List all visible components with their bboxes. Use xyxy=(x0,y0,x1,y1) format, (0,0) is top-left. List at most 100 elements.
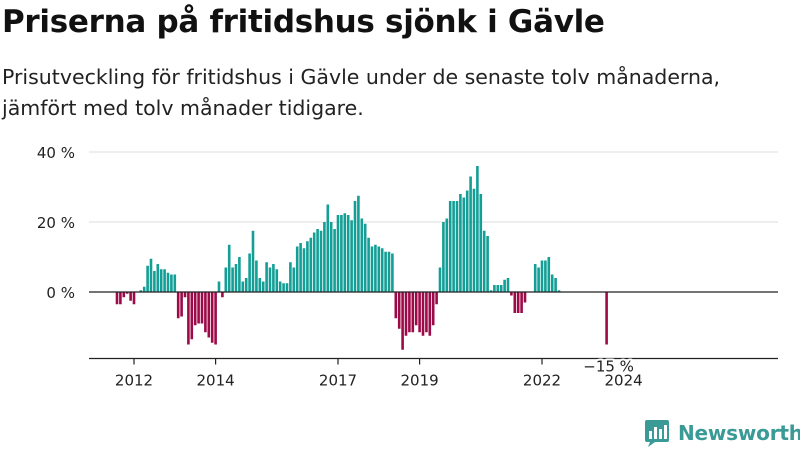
bar xyxy=(421,292,425,336)
bar-chart: 40 % 20 % 0 % 2012 2014 2017 2019 2022 2024−15 %… xyxy=(37,144,778,390)
bars xyxy=(115,166,608,350)
bar xyxy=(605,292,608,345)
bar xyxy=(255,260,258,292)
bar xyxy=(469,176,472,292)
bar xyxy=(510,292,513,296)
grid-lines xyxy=(89,151,778,223)
bar xyxy=(278,281,282,292)
bar xyxy=(183,292,187,298)
bar xyxy=(119,292,122,305)
bar xyxy=(370,246,374,292)
bar xyxy=(472,188,476,292)
bar xyxy=(258,278,262,292)
x-tick-label: 2022 xyxy=(523,372,561,390)
bar xyxy=(499,285,503,292)
bar xyxy=(153,271,156,292)
newsworthy-logo: Newsworthy xyxy=(644,418,800,448)
bar xyxy=(197,292,200,324)
bar xyxy=(520,292,523,313)
bar xyxy=(265,262,268,292)
bar xyxy=(431,292,435,326)
bar xyxy=(346,215,350,292)
x-tick-label: 2019 xyxy=(401,372,439,390)
bar xyxy=(401,292,404,350)
bar xyxy=(302,248,306,292)
bar xyxy=(452,201,455,292)
chart-subtitle: Prisutveckling för fritidshus i Gävle un… xyxy=(2,65,721,120)
bar-chart-logo-icon xyxy=(645,420,669,447)
bar xyxy=(224,267,228,292)
bar xyxy=(139,290,143,292)
bar xyxy=(323,222,326,292)
bar xyxy=(204,292,207,333)
bar xyxy=(210,292,214,343)
bar xyxy=(465,190,469,292)
bar xyxy=(163,269,166,292)
bar xyxy=(533,264,537,292)
bar xyxy=(329,222,333,292)
bar xyxy=(476,166,479,292)
bar xyxy=(404,292,408,336)
bar xyxy=(537,267,540,292)
bar xyxy=(173,274,177,292)
bar xyxy=(343,213,347,292)
bar xyxy=(275,269,279,292)
bar xyxy=(299,243,302,292)
bar xyxy=(489,290,493,292)
bar xyxy=(353,201,357,292)
bar xyxy=(248,253,251,292)
bar xyxy=(170,274,173,292)
brand-name: Newsworthy xyxy=(678,421,800,445)
bar xyxy=(282,283,285,292)
bar xyxy=(438,267,442,292)
bar xyxy=(455,201,459,292)
bar xyxy=(261,281,265,292)
bar xyxy=(200,292,204,324)
bar xyxy=(295,246,299,292)
bar xyxy=(251,230,255,292)
bar xyxy=(425,292,428,333)
bar xyxy=(176,292,180,319)
bar xyxy=(319,230,323,292)
bar xyxy=(234,264,238,292)
bar xyxy=(306,241,309,292)
bar xyxy=(166,272,170,292)
bar xyxy=(227,244,231,292)
bar xyxy=(523,292,527,303)
bar xyxy=(238,257,241,292)
bar xyxy=(231,267,234,292)
bar xyxy=(336,215,340,292)
bar xyxy=(459,194,462,292)
bar xyxy=(414,292,418,326)
bar xyxy=(391,253,394,292)
bar xyxy=(367,237,370,292)
bar xyxy=(384,251,387,292)
bar xyxy=(360,218,364,292)
bar xyxy=(408,292,411,333)
bar xyxy=(493,285,496,292)
bar xyxy=(496,285,500,292)
bar xyxy=(482,230,486,292)
bar xyxy=(506,278,510,292)
axes xyxy=(89,291,778,365)
bar xyxy=(486,236,489,292)
bar xyxy=(190,292,194,340)
bar xyxy=(180,292,183,317)
bar xyxy=(132,292,136,305)
x-tick-label: 2024 xyxy=(605,372,643,390)
bar xyxy=(125,292,129,294)
bar xyxy=(418,292,421,333)
bar xyxy=(380,248,384,292)
bar xyxy=(146,265,149,292)
bar xyxy=(554,278,557,292)
bar xyxy=(309,237,313,292)
bar xyxy=(397,292,401,329)
bar xyxy=(122,292,126,298)
bar xyxy=(289,262,292,292)
bar xyxy=(516,292,520,313)
bar xyxy=(513,292,517,313)
chart-title: Priserna på fritidshus sjönk i Gävle xyxy=(2,4,605,40)
bar xyxy=(387,251,391,292)
bar xyxy=(333,229,336,292)
bar xyxy=(241,281,245,292)
